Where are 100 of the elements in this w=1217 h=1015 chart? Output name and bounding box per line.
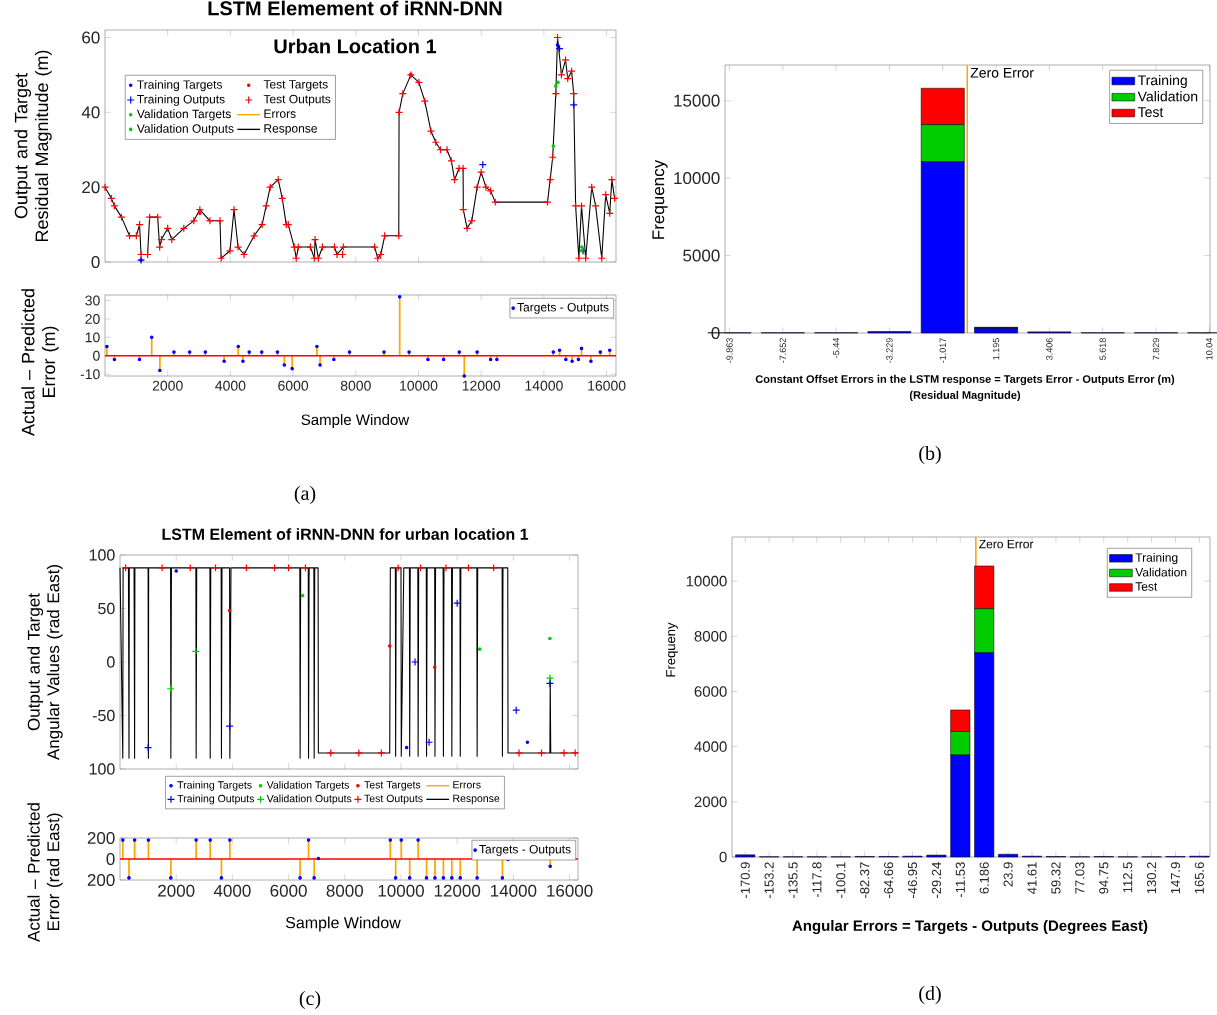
legend-label: Training Outputs xyxy=(137,94,225,106)
legend-label: Validation xyxy=(1137,91,1198,102)
legend-label: Training xyxy=(1137,74,1187,89)
text: (d) xyxy=(919,985,941,1005)
x-tick-label: 3.406 xyxy=(1046,338,1053,360)
x-tick-label: 112.5 xyxy=(1123,862,1133,893)
x-tick-label: 2000 xyxy=(152,380,183,391)
x-tick-label: -46.95 xyxy=(907,862,918,898)
legend-label: Test xyxy=(1135,582,1158,591)
x-tick-label: 130.2 xyxy=(1146,862,1157,894)
legend-label: Validation Targets xyxy=(136,109,231,121)
x-tick-label: -82.37 xyxy=(860,862,870,898)
chart-subtitle: Urban Location 1 xyxy=(274,38,437,54)
x-tick-label: 77.03 xyxy=(1075,862,1085,894)
y-tick-label: 15000 xyxy=(674,94,720,107)
y-axis-title: Actual – Predicted Error (rad East) xyxy=(27,803,63,942)
x-tick-label: 16000 xyxy=(547,884,593,897)
legend-label: Test xyxy=(1137,107,1164,118)
y-tick-label: 100 xyxy=(89,549,115,561)
y-tick-label: 8000 xyxy=(694,631,727,642)
y-tick-label: 10 xyxy=(85,332,100,343)
y-tick-label: 10000 xyxy=(674,172,720,185)
y-tick-label: 200 xyxy=(87,873,115,887)
y-tick-label: 0 xyxy=(91,255,100,269)
y-tick-label: 0 xyxy=(106,852,115,866)
x-tick-label: -135.5 xyxy=(788,862,798,898)
text: Errors xyxy=(264,109,296,118)
y-tick-label: 0 xyxy=(719,851,727,863)
x-axis-title: Sample Window xyxy=(285,916,401,932)
y-tick-label: 200 xyxy=(87,831,115,845)
x-tick-label: 165.6 xyxy=(1194,862,1204,894)
y-tick-label: 100 xyxy=(89,763,115,775)
legend-label: Training Outputs xyxy=(177,794,255,805)
x-tick-label: -5.44 xyxy=(833,337,840,358)
y-tick-label: -10 xyxy=(80,369,100,380)
legend-label: Response xyxy=(264,124,317,135)
x-tick-label: 14000 xyxy=(525,380,563,391)
legend-label: Training xyxy=(1135,552,1178,565)
x-tick-label: 10.04 xyxy=(1206,337,1213,360)
y-tick-label: 20 xyxy=(85,313,100,324)
ref-line-label: Zero Error xyxy=(979,539,1034,549)
x-tick-label: 12000 xyxy=(434,884,481,897)
x-tick-label: 147.9 xyxy=(1170,862,1181,894)
y-axis-title: Frequeny xyxy=(666,622,678,677)
legend-label: Validation xyxy=(1135,567,1187,577)
y-tick-label: 40 xyxy=(81,106,100,119)
x-tick-label: 14000 xyxy=(491,884,537,897)
x-axis-title: Sample Window xyxy=(301,414,410,428)
text: (a) xyxy=(294,485,316,505)
y-tick-label: 30 xyxy=(85,295,100,306)
text: Errors xyxy=(453,781,481,789)
x-tick-label: -153.2 xyxy=(764,862,774,898)
x-tick-label: 6.186 xyxy=(979,862,989,894)
x-tick-label: 94.75 xyxy=(1099,862,1109,894)
legend-label: Training Targets xyxy=(177,780,252,791)
y-tick-label: 2000 xyxy=(694,796,727,808)
y-tick-label: 0 xyxy=(93,350,100,361)
x-tick-label: 10000 xyxy=(400,380,438,391)
y-tick-label: -50 xyxy=(92,709,115,722)
x-tick-label: 12000 xyxy=(462,380,501,391)
legend-label: Response xyxy=(453,794,500,805)
y-tick-label: 0 xyxy=(107,656,115,668)
x-tick-label: 4000 xyxy=(213,884,251,897)
legend-label: Validation Outputs xyxy=(266,794,352,805)
x-tick-label: -9.863 xyxy=(726,338,733,363)
y-axis-title: Actual – Predicted Error (m) xyxy=(21,289,59,437)
x-tick-label: 7.829 xyxy=(1152,338,1160,360)
chart-title: LSTM Elemement of iRNN-DNN xyxy=(208,0,502,16)
y-tick-label: 4000 xyxy=(694,741,727,752)
x-axis-title: Constant Offset Errors in the LSTM response = Targets Error - Outputs Error (m) xyxy=(755,374,1175,386)
x-tick-label: 10000 xyxy=(378,884,424,897)
legend-label: Test Outputs xyxy=(263,94,331,106)
x-tick-label: -29.24 xyxy=(931,862,942,898)
x-tick-label: -3.229 xyxy=(886,338,893,363)
legend-label: Training Targets xyxy=(137,79,222,92)
y-axis-title: Output and Target Angular Values (rad East) xyxy=(27,565,63,761)
legend-label: Validation Targets xyxy=(266,780,350,791)
x-tick-label: 2000 xyxy=(158,884,195,897)
x-tick-label: 16000 xyxy=(588,380,626,391)
x-tick-label: -170.9 xyxy=(740,862,750,898)
legend-label: Test Targets xyxy=(364,781,421,791)
x-tick-label: 41.61 xyxy=(1027,862,1037,894)
legend-label: Test Outputs xyxy=(364,794,423,805)
y-tick-label: 20 xyxy=(82,181,100,194)
x-tick-label: -11.53 xyxy=(955,862,965,898)
y-axis-title: Frequency xyxy=(652,159,668,239)
x-tick-label: 6000 xyxy=(278,380,309,391)
x-tick-label: -7.652 xyxy=(779,338,786,363)
y-tick-label: 6000 xyxy=(694,686,727,697)
x-tick-label: 6000 xyxy=(270,884,307,897)
text: (c) xyxy=(299,990,321,1010)
x-tick-label: 5.618 xyxy=(1099,338,1106,360)
x-tick-label: -100.1 xyxy=(836,862,846,898)
x-tick-label: 59.32 xyxy=(1051,862,1061,894)
text: (b) xyxy=(919,445,941,465)
x-tick-label: 1.195 xyxy=(992,338,1000,360)
ref-line-label: Zero Error xyxy=(970,67,1034,78)
y-tick-label: 5000 xyxy=(683,249,720,262)
x-tick-label: 4000 xyxy=(215,380,246,391)
y-tick-label: 10000 xyxy=(686,575,727,587)
